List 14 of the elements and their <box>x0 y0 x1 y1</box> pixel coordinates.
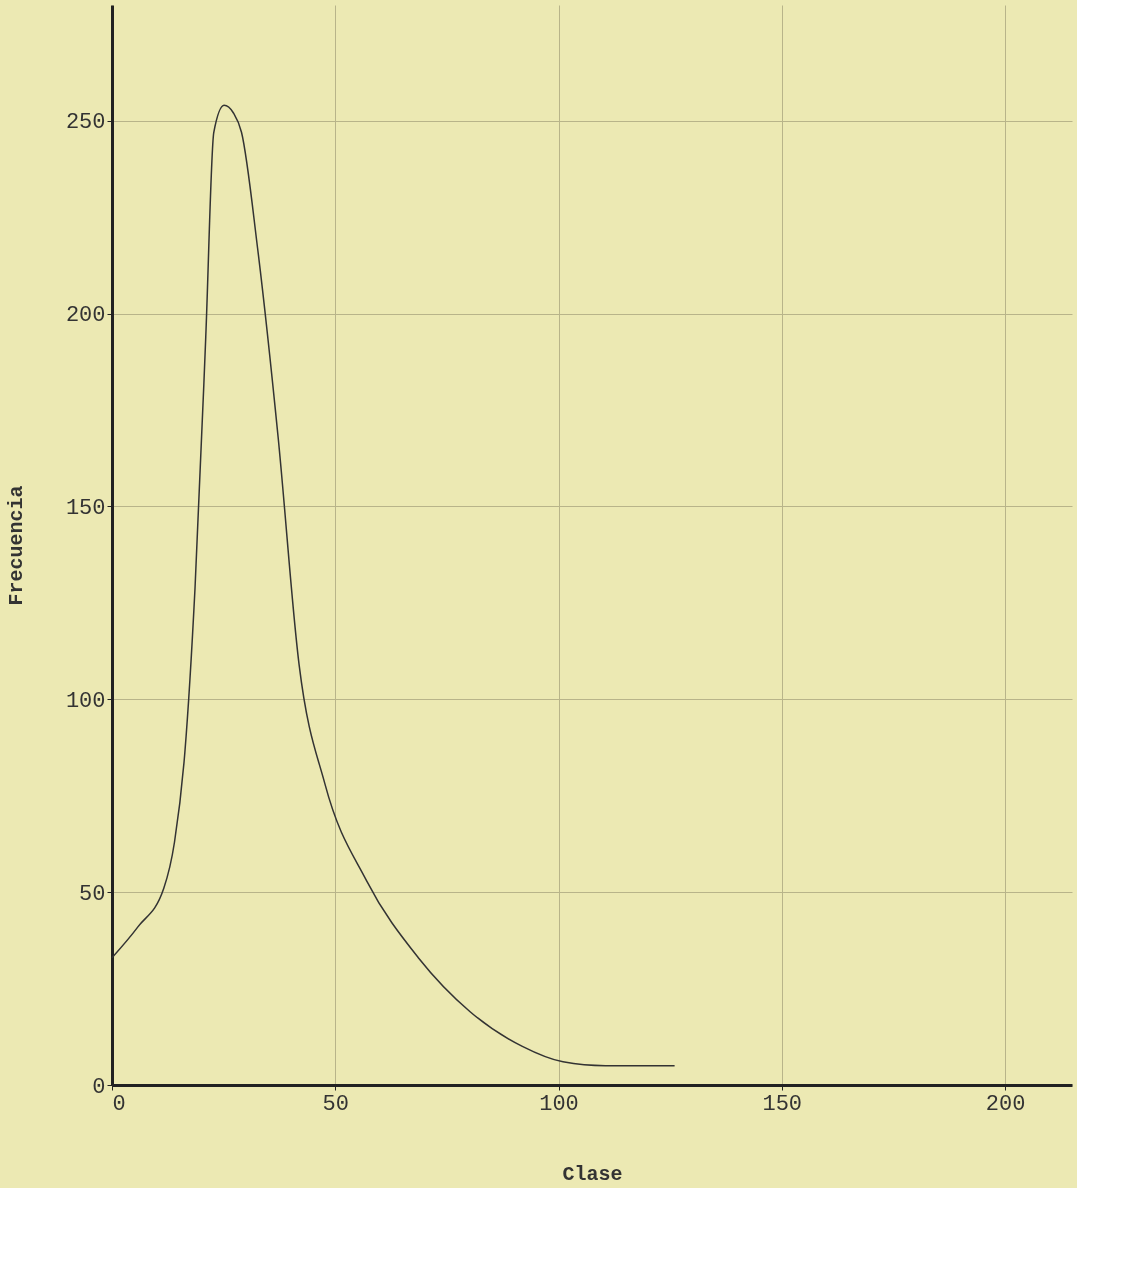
y-tick-label: 250 <box>65 110 106 136</box>
x-axis-title: Clase <box>562 1162 623 1186</box>
x-tick-label: 150 <box>762 1091 803 1117</box>
y-tick-label: 100 <box>65 688 106 714</box>
y-tick-label: 150 <box>65 495 106 521</box>
y-tick-label: 200 <box>65 303 106 329</box>
y-tick-label: 50 <box>79 881 106 907</box>
x-tick-label: 100 <box>539 1091 579 1117</box>
x-tick-label: 0 <box>112 1091 126 1117</box>
y-tick-label: 0 <box>92 1074 106 1100</box>
line-series <box>111 104 676 1067</box>
y-axis-title: Frecuencia <box>4 485 28 606</box>
x-tick-label: 200 <box>985 1091 1026 1117</box>
x-tick-label: 50 <box>322 1091 349 1117</box>
